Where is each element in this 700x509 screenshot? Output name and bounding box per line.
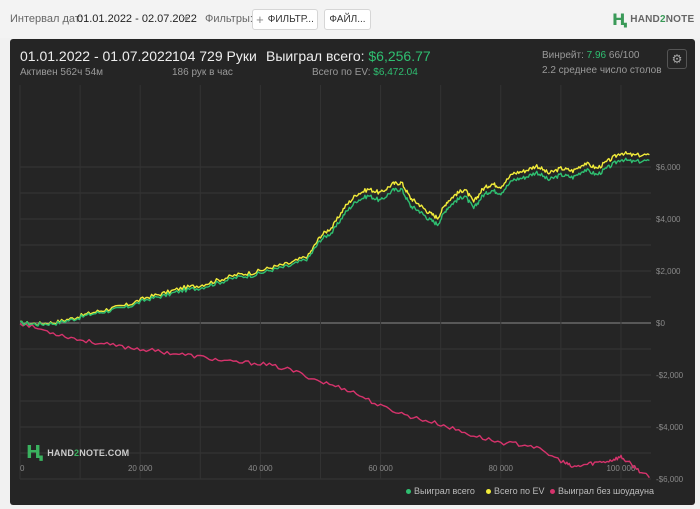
hands-per-hour: 186 рук в час [172,67,233,78]
graph-panel: 01.01.2022 - 01.07.2022 Активен 562ч 54м… [10,39,695,505]
x-tick-label: 100 000 [606,464,635,473]
active-time: Активен 562ч 54м [20,67,104,78]
average-tables: 2.2 среднее число столов [542,65,662,76]
date-interval-value[interactable]: 01.01.2022 - 02.07.2022 [77,13,197,25]
profit-chart: $6,000 $4,000 $2,000 $0 -$2,000 -$4,000 -$6,00… [19,85,684,484]
logo-text: HAND2NOTE [630,14,695,25]
top-toolbar: Интервал дат: 01.01.2022 - 02.07.2022 Фи… [0,0,700,38]
watermark-logo: Ⱨ HAND2NOTE.COM [26,442,129,463]
filter-button[interactable]: + ФИЛЬТР... [252,9,318,30]
y-tick-label: -$6,000 [656,475,684,484]
y-tick-label: $2,000 [656,267,681,276]
filter-button-label: ФИЛЬТР... [267,14,314,25]
legend-ev-dot [486,488,491,494]
legend-nosd[interactable]: Выиграл без шоудауна [550,486,654,496]
watermark-text: HAND2NOTE.COM [47,447,130,458]
x-tick-label: 20 000 [128,464,153,473]
hands-count: 104 729 Руки [172,48,257,64]
x-tick-label: 0 [20,464,25,473]
period-title: 01.01.2022 - 01.07.2022 [20,48,173,64]
legend-won[interactable]: Выиграл всего [406,486,475,496]
legend-won-dot [406,488,411,494]
chevron-down-icon[interactable] [182,17,190,21]
logo-h-icon: Ⱨ [612,10,628,29]
y-tick-label: $4,000 [656,215,681,224]
y-tick-label: -$4,000 [656,423,684,432]
won-total: Выиграл всего: $6,256.77 [266,48,431,64]
legend-ev-label: Всего по EV [494,486,545,496]
series-line-won [20,157,650,327]
hand2note-logo: Ⱨ HAND2NOTE [612,10,694,29]
date-interval-label: Интервал дат: [10,13,83,25]
x-tick-label: 80 000 [489,464,514,473]
y-tick-label: $0 [656,319,665,328]
watermark-h-icon: Ⱨ [26,442,44,463]
legend-won-label: Выиграл всего [414,486,475,496]
series-line-nosd [19,323,650,479]
legend-nosd-label: Выиграл без шоудауна [558,486,654,496]
file-button[interactable]: ФАЙЛ... [324,9,371,30]
y-tick-label: $6,000 [656,163,681,172]
x-tick-label: 60 000 [368,464,393,473]
x-tick-label: 40 000 [248,464,273,473]
series-line-ev [19,150,650,327]
plus-icon: + [256,12,264,27]
ev-total: Всего по EV: $6,472.04 [312,67,418,78]
file-button-label: ФАЙЛ... [329,14,366,25]
settings-gear-icon[interactable]: ⚙ [667,49,687,69]
winrate: Винрейт: 7.96 66/100 [542,50,640,61]
y-tick-label: -$2,000 [656,371,684,380]
legend-nosd-dot [550,488,555,494]
legend-ev[interactable]: Всего по EV [486,486,544,496]
filters-label: Фильтры: [205,13,253,25]
